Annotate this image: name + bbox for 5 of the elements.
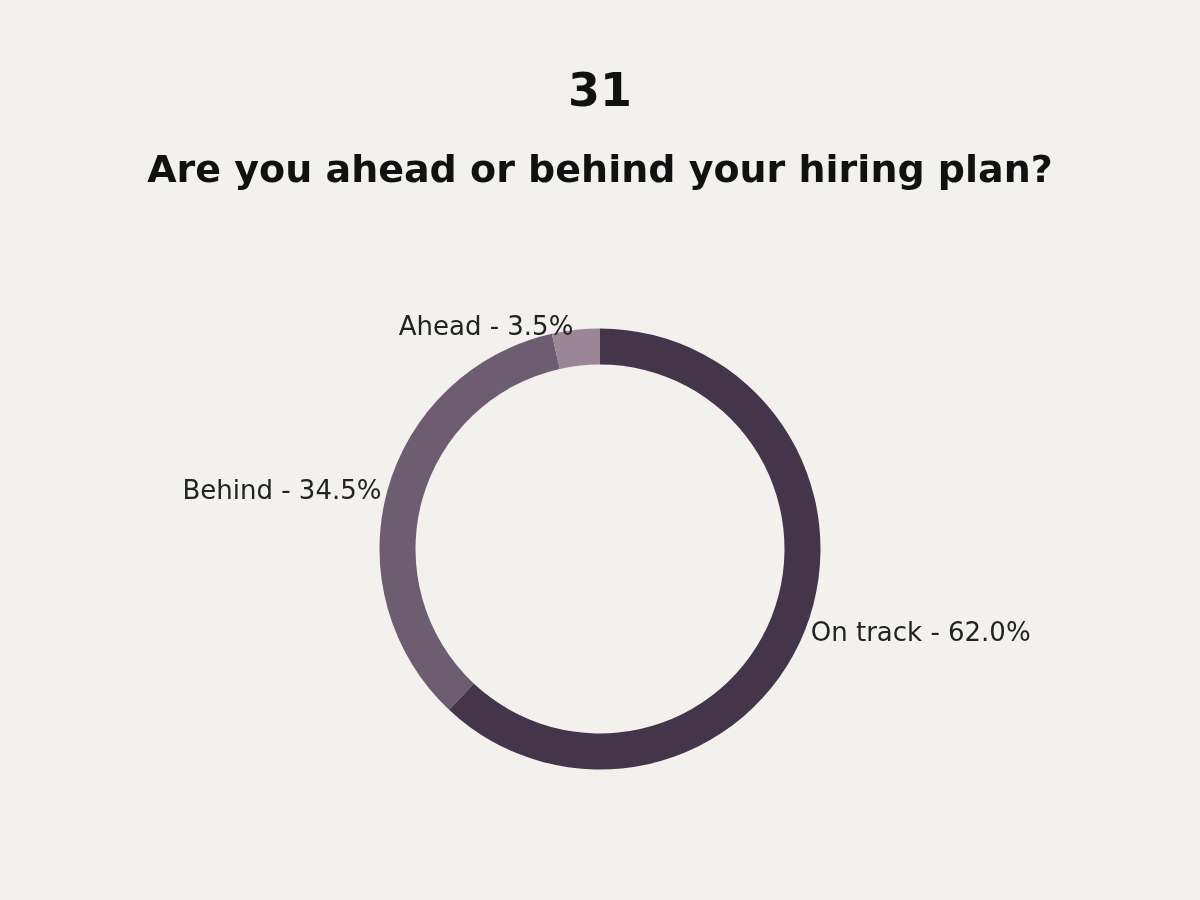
chart-subtitle: Are you ahead or behind your hiring plan?	[147, 147, 1053, 191]
chart-title: 31	[567, 63, 633, 117]
slice-label: Behind - 34.5%	[182, 474, 382, 505]
slice-label: On track - 62.0%	[810, 616, 1031, 647]
slice-label: Ahead - 3.5%	[398, 310, 574, 341]
